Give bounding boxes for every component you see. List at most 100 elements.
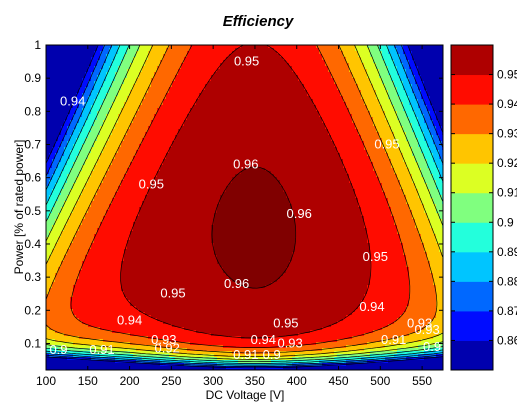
contour-fill-cell bbox=[163, 90, 167, 94]
contour-fill-cell bbox=[88, 225, 92, 229]
contour-fill-cell bbox=[148, 153, 152, 157]
contour-fill-cell bbox=[130, 219, 134, 223]
contour-fill-cell bbox=[121, 156, 125, 160]
contour-fill-cell bbox=[160, 327, 164, 331]
contour-fill-cell bbox=[130, 159, 134, 163]
contour-fill-cell bbox=[55, 195, 59, 199]
contour-fill-cell bbox=[112, 216, 116, 220]
contour-fill-cell bbox=[52, 111, 56, 115]
contour-fill-cell bbox=[49, 273, 53, 277]
contour-fill-cell bbox=[85, 228, 89, 232]
contour-fill-cell bbox=[118, 258, 122, 262]
contour-fill-cell bbox=[97, 48, 101, 52]
contour-fill-cell bbox=[139, 294, 143, 298]
contour-fill-cell bbox=[88, 162, 92, 166]
contour-fill-cell bbox=[157, 171, 161, 175]
contour-fill-cell bbox=[61, 285, 65, 289]
contour-fill-cell bbox=[70, 333, 74, 337]
contour-fill-cell bbox=[130, 195, 134, 199]
contour-fill-cell bbox=[166, 48, 170, 52]
contour-fill-cell bbox=[133, 201, 137, 205]
contour-fill-cell bbox=[79, 342, 83, 346]
contour-fill-cell bbox=[148, 360, 152, 364]
contour-fill-cell bbox=[151, 225, 155, 229]
contour-fill-cell bbox=[178, 126, 182, 130]
contour-fill-cell bbox=[121, 261, 125, 265]
contour-fill-cell bbox=[166, 153, 170, 157]
contour-fill-cell bbox=[94, 45, 98, 49]
contour-fill-cell bbox=[67, 63, 71, 67]
contour-fill-cell bbox=[124, 234, 128, 238]
contour-fill-cell bbox=[172, 279, 176, 283]
contour-fill-cell bbox=[175, 111, 179, 115]
contour-fill-cell bbox=[88, 252, 92, 256]
contour-fill-cell bbox=[118, 255, 122, 259]
contour-fill-cell bbox=[178, 273, 182, 277]
contour-fill-cell bbox=[112, 279, 116, 283]
contour-fill-cell bbox=[97, 45, 101, 49]
contour-fill-cell bbox=[118, 126, 122, 130]
contour-fill-cell bbox=[70, 324, 74, 328]
contour-fill-cell bbox=[148, 300, 152, 304]
contour-fill-cell bbox=[172, 291, 176, 295]
contour-fill-cell bbox=[61, 231, 65, 235]
contour-fill-cell bbox=[151, 357, 155, 361]
contour-fill-cell bbox=[136, 198, 140, 202]
contour-fill-cell bbox=[97, 363, 101, 367]
contour-fill-cell bbox=[139, 141, 143, 145]
contour-fill-cell bbox=[178, 255, 182, 259]
contour-fill-cell bbox=[67, 318, 71, 322]
contour-fill-cell bbox=[115, 177, 119, 181]
contour-fill-cell bbox=[181, 315, 185, 319]
contour-fill-cell bbox=[181, 63, 185, 67]
contour-fill-cell bbox=[58, 312, 62, 316]
contour-fill-cell bbox=[103, 261, 107, 265]
contour-fill-cell bbox=[79, 75, 83, 79]
contour-fill-cell bbox=[142, 48, 146, 52]
contour-fill-cell bbox=[52, 357, 56, 361]
contour-fill-cell bbox=[46, 108, 50, 112]
contour-fill-cell bbox=[172, 111, 176, 115]
contour-fill-cell bbox=[175, 330, 179, 334]
contour-fill-cell bbox=[163, 102, 167, 106]
contour-fill-cell bbox=[124, 93, 128, 97]
contour-fill-cell bbox=[127, 294, 131, 298]
contour-fill-cell bbox=[103, 45, 107, 49]
contour-fill-cell bbox=[139, 153, 143, 157]
contour-fill-cell bbox=[97, 333, 101, 337]
contour-fill-cell bbox=[52, 303, 56, 307]
contour-fill-cell bbox=[163, 192, 167, 196]
contour-fill-cell bbox=[85, 354, 89, 358]
contour-fill-cell bbox=[70, 69, 74, 73]
contour-fill-cell bbox=[166, 276, 170, 280]
contour-fill-cell bbox=[136, 243, 140, 247]
contour-fill-cell bbox=[73, 189, 77, 193]
contour-fill-cell bbox=[124, 348, 128, 352]
contour-fill-cell bbox=[100, 264, 104, 268]
contour-fill-cell bbox=[103, 159, 107, 163]
contour-fill-cell bbox=[133, 132, 137, 136]
contour-fill-cell bbox=[124, 345, 128, 349]
contour-fill-cell bbox=[169, 324, 173, 328]
contour-fill-cell bbox=[91, 216, 95, 220]
contour-fill-cell bbox=[70, 207, 74, 211]
contour-fill-cell bbox=[73, 207, 77, 211]
contour-fill-cell bbox=[154, 261, 158, 265]
contour-fill-cell bbox=[64, 99, 68, 103]
contour-fill-cell bbox=[61, 123, 65, 127]
contour-fill-cell bbox=[166, 333, 170, 337]
contour-fill-cell bbox=[160, 189, 164, 193]
contour-fill-cell bbox=[106, 252, 110, 256]
contour-fill-cell bbox=[61, 213, 65, 217]
contour-fill-cell bbox=[79, 357, 83, 361]
contour-fill-cell bbox=[76, 339, 80, 343]
contour-fill-cell bbox=[112, 120, 116, 124]
contour-fill-cell bbox=[145, 96, 149, 100]
contour-fill-cell bbox=[103, 249, 107, 253]
contour-fill-cell bbox=[64, 111, 68, 115]
contour-fill-cell bbox=[100, 303, 104, 307]
contour-fill-cell bbox=[163, 180, 167, 184]
contour-fill-cell bbox=[178, 336, 182, 340]
contour-fill-cell bbox=[61, 309, 65, 313]
contour-fill-cell bbox=[64, 78, 68, 82]
